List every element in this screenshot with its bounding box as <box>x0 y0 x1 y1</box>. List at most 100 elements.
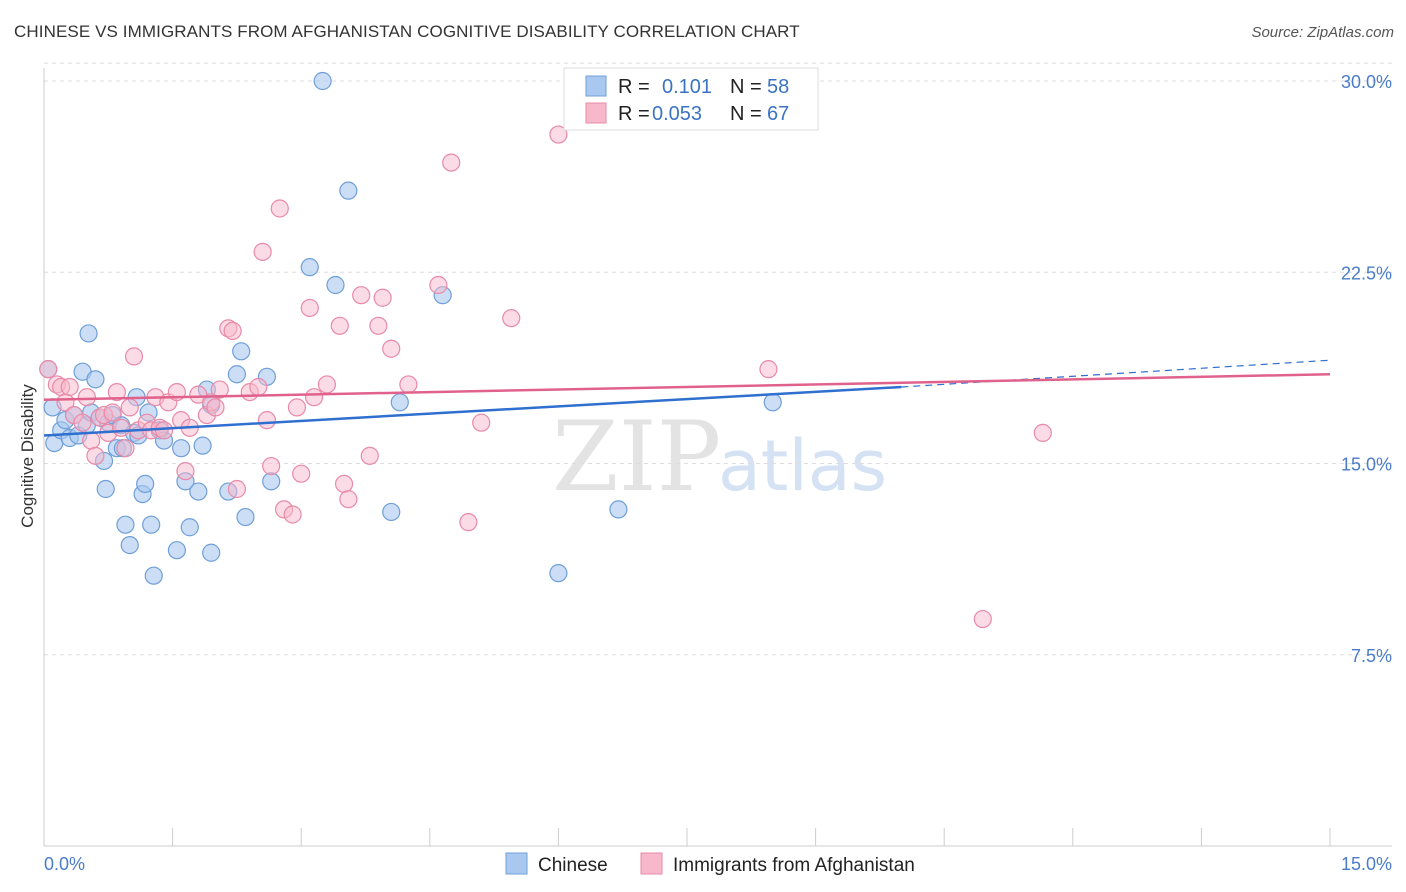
point-chinese-40 <box>202 543 221 562</box>
point-afghanistan-67 <box>1033 423 1052 442</box>
point-afghanistan-9 <box>86 446 105 465</box>
legend-chinese-label: Chinese <box>538 855 608 876</box>
correlation-legend: R = 0.101 N = 58 R = 0.053 N = 67 <box>563 67 819 131</box>
point-afghanistan-51 <box>330 316 349 335</box>
trend-line-afghanistan <box>43 373 1331 401</box>
point-afghanistan-40 <box>253 242 272 261</box>
point-afghanistan-41 <box>257 411 277 430</box>
x-tick-label-max: 15.0% <box>1341 854 1392 874</box>
series-legend: Chinese Immigrants from Afghanistan <box>505 852 915 876</box>
point-chinese-55 <box>549 564 568 583</box>
point-chinese-21 <box>116 515 135 534</box>
legend-chinese-swatch <box>505 852 528 875</box>
point-chinese-37 <box>189 482 208 501</box>
point-chinese-33 <box>167 541 186 560</box>
point-chinese-15 <box>96 479 115 499</box>
x-tick-label-min: 0.0% <box>44 854 85 874</box>
point-chinese-12 <box>86 370 105 389</box>
y-tick-label-1: 15.0% <box>1341 455 1392 475</box>
watermark-atlas: atlas <box>718 425 887 507</box>
y-tick-label-3: 30.0% <box>1341 72 1392 92</box>
legend-r-value-2: 0.053 <box>652 103 702 125</box>
point-afghanistan-52 <box>334 474 354 493</box>
watermark-zip: ZIP <box>552 401 721 513</box>
point-afghanistan-16 <box>116 439 135 458</box>
axes <box>43 68 1392 847</box>
point-afghanistan-49 <box>304 388 324 407</box>
point-afghanistan-57 <box>373 288 392 307</box>
point-afghanistan-58 <box>382 339 401 358</box>
point-afghanistan-65 <box>549 125 568 144</box>
point-chinese-43 <box>227 365 246 384</box>
series-afghanistan-points <box>39 125 1052 629</box>
point-afghanistan-13 <box>103 403 122 422</box>
point-chinese-53 <box>390 393 409 412</box>
chart-title: CHINESE VS IMMIGRANTS FROM AFGHANISTAN C… <box>14 22 800 41</box>
trend-line-chinese-extrapolated <box>901 359 1331 388</box>
gridlines <box>44 62 1392 656</box>
point-chinese-29 <box>142 515 161 534</box>
point-afghanistan-63 <box>472 413 491 432</box>
source-label: Source: ZipAtlas.com <box>1251 24 1394 41</box>
point-afghanistan-14 <box>107 383 126 402</box>
point-chinese-27 <box>136 474 155 493</box>
point-afghanistan-15 <box>112 418 131 437</box>
point-afghanistan-18 <box>124 347 144 366</box>
legend-r-label-2: R = <box>618 103 650 125</box>
point-afghanistan-59 <box>399 375 418 394</box>
point-chinese-34 <box>172 439 191 458</box>
point-afghanistan-37 <box>227 479 246 499</box>
y-tick-label-2: 22.5% <box>1341 263 1392 283</box>
point-chinese-57 <box>763 393 782 412</box>
point-chinese-50 <box>326 275 345 295</box>
legend-r-value-1: 0.101 <box>662 76 712 98</box>
point-afghanistan-8 <box>82 431 101 450</box>
point-afghanistan-0 <box>39 360 58 379</box>
point-afghanistan-36 <box>223 321 242 340</box>
point-afghanistan-60 <box>429 275 448 295</box>
legend-swatch-pink <box>585 102 607 124</box>
point-chinese-48 <box>300 258 319 277</box>
point-afghanistan-66 <box>759 360 778 379</box>
point-afghanistan-56 <box>369 316 388 335</box>
point-chinese-30 <box>144 566 163 585</box>
point-chinese-44 <box>232 342 251 361</box>
point-afghanistan-24 <box>154 421 174 440</box>
point-afghanistan-6 <box>73 413 92 432</box>
point-afghanistan-64 <box>502 309 521 328</box>
point-chinese-47 <box>262 472 281 491</box>
legend-n-label-2: N = <box>730 103 762 125</box>
legend-afghanistan-label: Immigrants from Afghanistan <box>673 855 915 876</box>
point-afghanistan-68 <box>973 609 992 629</box>
point-chinese-22 <box>120 535 139 555</box>
point-afghanistan-33 <box>206 398 225 417</box>
point-afghanistan-48 <box>300 298 319 318</box>
point-afghanistan-45 <box>283 505 302 524</box>
legend-afghanistan-swatch <box>640 852 663 875</box>
point-chinese-45 <box>236 507 255 527</box>
point-afghanistan-62 <box>459 513 478 532</box>
point-afghanistan-54 <box>352 286 371 305</box>
y-tick-labels: 7.5% 15.0% 22.5% 30.0% <box>1341 72 1392 666</box>
point-afghanistan-28 <box>176 462 195 481</box>
trend-line-chinese <box>43 385 902 437</box>
point-afghanistan-55 <box>360 446 379 465</box>
legend-r-label-1: R = <box>618 76 650 98</box>
legend-n-label-1: N = <box>730 76 762 98</box>
x-ticks <box>43 828 1331 846</box>
point-afghanistan-7 <box>77 388 96 407</box>
legend-n-value-2: 67 <box>767 103 789 125</box>
point-chinese-36 <box>180 518 199 537</box>
y-tick-label-0: 7.5% <box>1351 646 1392 666</box>
point-afghanistan-50 <box>317 375 337 394</box>
legend-n-value-1: 58 <box>767 76 789 98</box>
point-afghanistan-53 <box>339 490 358 509</box>
legend-swatch-blue <box>585 75 607 97</box>
point-afghanistan-42 <box>262 456 281 476</box>
point-afghanistan-47 <box>292 464 311 483</box>
point-chinese-56 <box>609 500 628 519</box>
point-afghanistan-43 <box>270 199 289 218</box>
point-chinese-10 <box>79 324 98 343</box>
point-chinese-52 <box>382 502 401 522</box>
